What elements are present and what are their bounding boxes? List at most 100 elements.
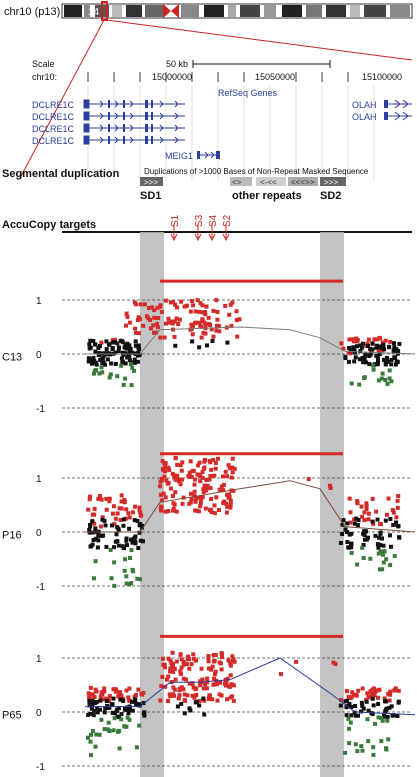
data-point <box>202 698 207 703</box>
data-point <box>90 512 95 517</box>
data-point <box>128 346 133 351</box>
data-point <box>385 356 389 361</box>
data-point <box>207 508 212 513</box>
data-point <box>348 720 353 725</box>
data-point <box>187 681 192 686</box>
data-point <box>378 522 383 527</box>
data-point <box>127 320 132 325</box>
data-point <box>141 323 146 328</box>
data-point <box>163 495 168 500</box>
data-point <box>125 715 130 720</box>
data-point <box>112 522 117 527</box>
data-point <box>104 496 109 501</box>
data-point <box>163 461 168 466</box>
data-point <box>371 745 376 750</box>
panel-P16: 1 0 -1 P16 <box>2 452 416 593</box>
data-point <box>228 302 233 307</box>
y-tick-label: 0 <box>36 350 42 361</box>
data-point <box>343 750 348 755</box>
data-point <box>387 376 392 381</box>
data-point <box>91 713 96 718</box>
y-tick-label: 1 <box>36 654 42 665</box>
data-point <box>160 476 164 481</box>
data-point <box>133 339 138 344</box>
data-point <box>155 305 160 310</box>
data-point <box>383 709 388 714</box>
data-point <box>92 695 97 699</box>
data-point <box>112 583 117 588</box>
data-point <box>225 340 230 345</box>
chromosome-ideogram: chr10 (p13) 14 <box>4 1 413 179</box>
data-point <box>340 532 345 536</box>
data-point <box>155 325 160 330</box>
data-point <box>180 501 185 506</box>
data-point <box>353 713 358 718</box>
data-point <box>172 319 177 324</box>
data-point <box>344 705 349 710</box>
data-point <box>116 706 121 711</box>
data-point <box>347 726 351 731</box>
data-point <box>392 355 397 360</box>
data-point <box>124 516 129 521</box>
data-point <box>119 363 124 368</box>
data-point <box>92 708 97 713</box>
data-point <box>178 669 183 674</box>
data-point <box>185 693 190 698</box>
data-point <box>347 701 352 706</box>
data-point <box>166 509 171 514</box>
gene-dclre1c-transcripts: DCLRE1C DCLRE1C DCLRE1C DCLRE1C <box>32 99 185 146</box>
data-point <box>99 717 104 722</box>
data-point <box>137 317 142 322</box>
data-point <box>156 316 161 320</box>
data-point <box>197 703 202 708</box>
data-point <box>374 509 379 514</box>
data-point <box>363 352 368 357</box>
data-point <box>194 658 198 663</box>
data-point <box>108 372 113 377</box>
data-point <box>361 341 365 346</box>
data-point <box>105 703 109 708</box>
data-point <box>137 523 142 528</box>
data-point <box>212 672 217 677</box>
data-point <box>379 536 384 541</box>
data-point <box>113 689 118 694</box>
data-point <box>136 687 141 692</box>
data-point <box>221 488 226 493</box>
data-point <box>203 322 208 327</box>
data-point <box>221 482 226 487</box>
data-point <box>221 474 225 479</box>
data-point <box>123 351 128 356</box>
data-point <box>174 659 179 664</box>
data-point <box>378 531 383 536</box>
data-point <box>93 342 98 347</box>
data-point <box>231 683 236 688</box>
data-point <box>136 343 141 348</box>
data-point <box>230 456 235 461</box>
data-point <box>127 686 132 691</box>
data-point <box>352 521 357 526</box>
data-point <box>377 378 381 383</box>
band-label: 14 <box>88 7 100 18</box>
data-point <box>376 348 381 353</box>
data-point <box>200 495 205 500</box>
data-point <box>202 465 207 470</box>
data-point <box>106 720 111 725</box>
data-point <box>364 503 369 508</box>
scale-value: 50 kb <box>166 59 188 69</box>
data-point <box>173 302 178 307</box>
data-point <box>138 538 143 543</box>
data-point <box>163 465 168 470</box>
data-point <box>125 543 129 548</box>
data-point <box>185 654 190 659</box>
data-point <box>135 353 140 358</box>
data-point <box>368 556 373 561</box>
data-point <box>112 716 117 721</box>
panel-label: P65 <box>2 710 22 722</box>
data-point <box>366 511 371 516</box>
data-point <box>133 539 138 544</box>
data-point <box>178 482 183 487</box>
data-point <box>376 545 381 550</box>
data-point <box>216 456 220 461</box>
data-point <box>172 334 177 339</box>
